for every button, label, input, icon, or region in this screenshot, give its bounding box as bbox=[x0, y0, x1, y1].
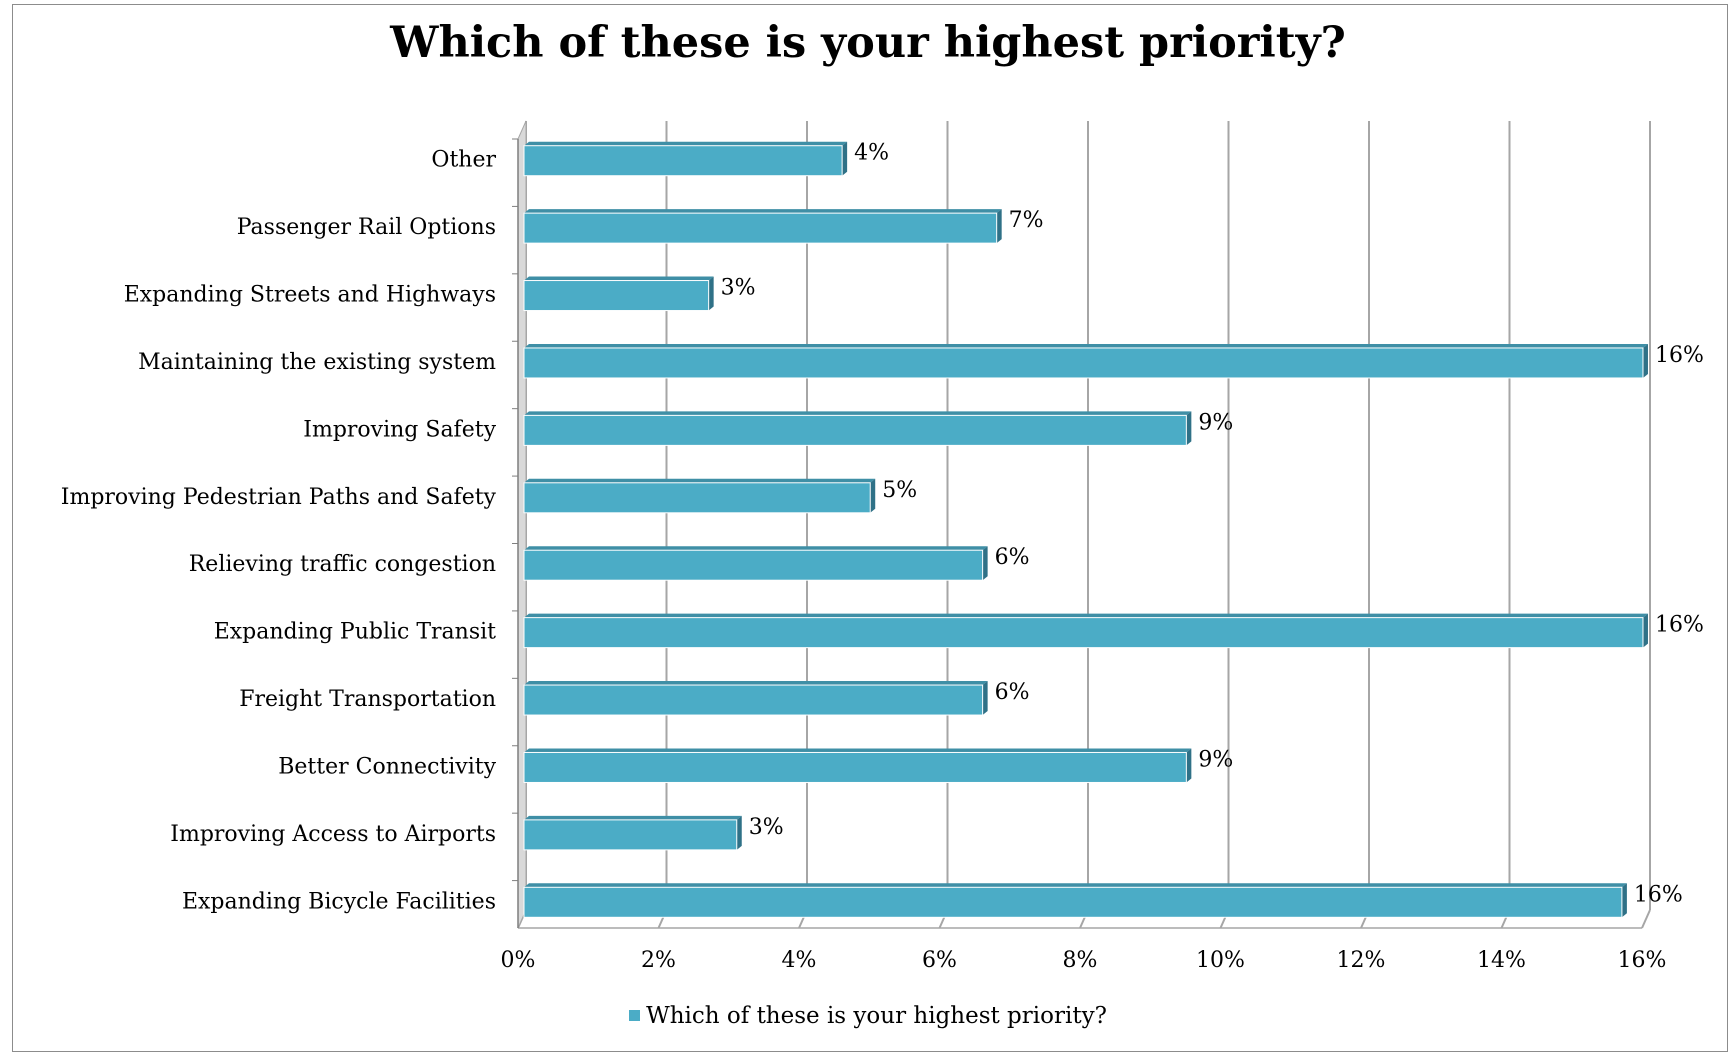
data-label: 5% bbox=[882, 478, 917, 503]
bar-end bbox=[982, 681, 988, 716]
bar bbox=[523, 212, 998, 244]
data-label: 16% bbox=[1634, 882, 1683, 907]
bar bbox=[523, 549, 984, 581]
y-category-label: Maintaining the existing system bbox=[138, 350, 496, 375]
bar-end bbox=[842, 141, 848, 176]
bar-top bbox=[524, 209, 1002, 214]
data-label: 9% bbox=[1198, 747, 1233, 772]
y-category-label: Improving Pedestrian Paths and Safety bbox=[61, 485, 497, 510]
bar-top bbox=[524, 748, 1192, 753]
bar-end bbox=[1186, 411, 1192, 446]
bar-end bbox=[1621, 883, 1627, 918]
y-category-label: Relieving traffic congestion bbox=[189, 552, 496, 577]
bar-top bbox=[524, 546, 988, 551]
x-tick-label: 4% bbox=[782, 948, 817, 973]
bar-top bbox=[524, 411, 1192, 416]
bar-end bbox=[1642, 613, 1648, 648]
axes bbox=[512, 120, 1642, 929]
bar bbox=[523, 819, 738, 851]
x-tick-label: 16% bbox=[1618, 948, 1667, 973]
y-category-label: Expanding Public Transit bbox=[214, 620, 496, 645]
data-label: 3% bbox=[721, 276, 756, 301]
data-label: 9% bbox=[1198, 410, 1233, 435]
y-category-label: Better Connectivity bbox=[278, 754, 496, 779]
bar-end bbox=[736, 815, 742, 850]
bar-end bbox=[1186, 748, 1192, 783]
bar bbox=[523, 886, 1623, 918]
labels: 0% 2% 4% 6% 8% 10% 12% 14% 16% Other 4% Passenger R… bbox=[61, 141, 1704, 973]
legend-swatch bbox=[629, 1010, 641, 1021]
x-tick-label: 0% bbox=[501, 948, 536, 973]
bar-end bbox=[870, 478, 876, 513]
data-label: 7% bbox=[1009, 208, 1044, 233]
bars bbox=[523, 141, 1648, 918]
bar-top bbox=[524, 343, 1648, 348]
x-tick-label: 2% bbox=[641, 948, 676, 973]
bar-top bbox=[524, 815, 742, 820]
bar-top bbox=[524, 276, 714, 281]
bar-end bbox=[708, 276, 714, 311]
data-label: 16% bbox=[1655, 613, 1704, 638]
data-label: 6% bbox=[995, 545, 1030, 570]
bar-end bbox=[996, 209, 1002, 244]
bar-top bbox=[524, 613, 1648, 618]
floor-gridline bbox=[1641, 909, 1651, 929]
x-tick-label: 12% bbox=[1337, 948, 1386, 973]
chart-title: Which of these is your highest priority? bbox=[390, 18, 1346, 68]
bar-top bbox=[524, 681, 988, 686]
y-category-label: Freight Transportation bbox=[239, 687, 496, 712]
y-category-label: Expanding Bicycle Facilities bbox=[182, 889, 496, 914]
bar bbox=[523, 684, 984, 716]
bar bbox=[523, 414, 1187, 446]
y-category-label: Improving Access to Airports bbox=[170, 822, 496, 847]
bar bbox=[523, 145, 843, 177]
y-category-label: Improving Safety bbox=[303, 417, 496, 442]
x-tick-label: 6% bbox=[922, 948, 957, 973]
data-label: 4% bbox=[854, 141, 889, 166]
bar bbox=[523, 751, 1187, 783]
x-tick-label: 14% bbox=[1477, 948, 1526, 973]
legend-label: Which of these is your highest priority? bbox=[646, 1003, 1107, 1029]
y-category-label: Other bbox=[431, 148, 496, 173]
bar-top bbox=[524, 478, 876, 483]
bar-end bbox=[982, 546, 988, 581]
bar bbox=[523, 617, 1644, 649]
data-label: 16% bbox=[1655, 343, 1704, 368]
y-category-label: Passenger Rail Options bbox=[237, 215, 496, 240]
bar-top bbox=[524, 141, 848, 146]
chart-frame bbox=[12, 4, 1728, 1052]
bar-end bbox=[1642, 343, 1648, 378]
x-tick-label: 10% bbox=[1196, 948, 1245, 973]
bar bbox=[523, 280, 710, 312]
bar-top bbox=[524, 883, 1627, 888]
x-tick-label: 8% bbox=[1063, 948, 1098, 973]
data-label: 6% bbox=[995, 680, 1030, 705]
legend: Which of these is your highest priority? bbox=[0, 1003, 1736, 1029]
data-label: 3% bbox=[749, 815, 784, 840]
bar bbox=[523, 347, 1644, 379]
y-category-label: Expanding Streets and Highways bbox=[124, 283, 496, 308]
bar bbox=[523, 482, 871, 514]
